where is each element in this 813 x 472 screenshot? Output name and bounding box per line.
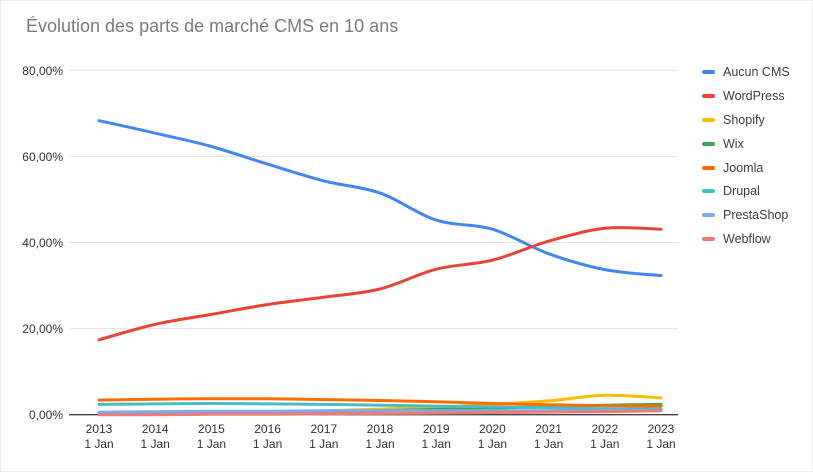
legend-swatch-icon [702, 69, 715, 74]
legend-swatch-icon [702, 237, 715, 242]
series-line-aucun-cms [97, 119, 663, 278]
legend-swatch-icon [702, 165, 715, 170]
legend-label: Joomla [723, 160, 764, 175]
x-tick-label: 2018 1 Jan [365, 422, 394, 451]
legend-swatch-icon [702, 117, 715, 122]
x-tick-label: 2019 1 Jan [422, 422, 451, 451]
legend-item-wix: Wix [702, 132, 790, 156]
x-tick-label: 2013 1 Jan [84, 422, 113, 451]
y-axis-tick-labels: 0,00% 20,00% 40,00% 60,00% 80,00% [22, 64, 63, 422]
legend-label: Shopify [723, 112, 765, 127]
x-tick-label: 2017 1 Jan [309, 422, 338, 451]
gridlines [69, 69, 678, 416]
legend-item-webflow: Webflow [702, 227, 790, 251]
y-tick-label: 60,00% [22, 150, 63, 164]
legend-item-joomla: Joomla [702, 156, 790, 180]
legend-item-prestashop: PrestaShop [702, 203, 790, 227]
x-tick-label: 2021 1 Jan [534, 422, 563, 451]
y-tick-label: 20,00% [22, 322, 63, 336]
legend-swatch-icon [702, 213, 715, 218]
y-tick-label: 0,00% [29, 408, 63, 422]
x-axis-tick-labels: 2013 1 Jan 2014 1 Jan 2015 1 Jan 2016 1 Jan 2017… [84, 422, 675, 451]
series-line-drupal [97, 402, 663, 411]
chart-title: Évolution des parts de marché CMS en 10 … [26, 16, 399, 36]
chart-legend: Aucun CMS WordPress Shopify Wix Joomla Drupal… [702, 60, 790, 251]
series-line-webflow [97, 409, 663, 417]
x-tick-label: 2022 1 Jan [590, 422, 619, 451]
series-line-joomla [97, 397, 663, 408]
legend-label: Drupal [723, 184, 760, 199]
series-line-wordpress [97, 226, 663, 342]
legend-swatch-icon [702, 93, 715, 98]
x-tick-label: 2014 1 Jan [141, 422, 170, 451]
legend-label: PrestaShop [723, 208, 789, 223]
legend-item-wordpress: WordPress [702, 84, 790, 108]
legend-item-shopify: Shopify [702, 108, 790, 132]
plot-area [97, 119, 663, 417]
x-tick-label: 2015 1 Jan [197, 422, 226, 451]
x-tick-label: 2020 1 Jan [478, 422, 507, 451]
x-tick-label: 2016 1 Jan [253, 422, 282, 451]
legend-swatch-icon [702, 189, 715, 194]
legend-label: Wix [723, 136, 744, 151]
legend-item-drupal: Drupal [702, 179, 790, 203]
legend-label: Webflow [723, 232, 771, 247]
legend-label: Aucun CMS [723, 64, 790, 79]
legend-swatch-icon [702, 141, 715, 146]
y-tick-label: 40,00% [22, 236, 63, 250]
legend-item-aucun-cms: Aucun CMS [702, 60, 790, 84]
x-tick-label: 2023 1 Jan [646, 422, 675, 451]
y-tick-label: 80,00% [22, 64, 63, 78]
legend-label: WordPress [723, 88, 785, 103]
